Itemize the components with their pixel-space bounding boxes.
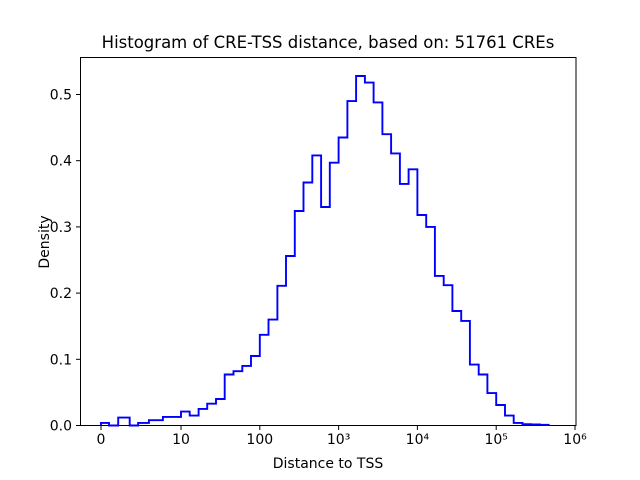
x-tick-label: 10⁶ [563, 432, 587, 448]
y-tick-label: 0.4 [50, 154, 72, 170]
y-tick-label: 0.3 [50, 220, 72, 236]
x-tick-label: 10⁴ [406, 432, 430, 448]
x-tick-label: 100 [246, 432, 273, 448]
x-tick-label: 0 [97, 432, 106, 448]
x-axis-label: Distance to TSS [272, 456, 384, 472]
histogram-line [100, 75, 550, 427]
y-tick-label: 0.5 [50, 88, 72, 104]
x-tick-label: 10⁵ [484, 432, 507, 448]
y-tick-label: 0.1 [50, 352, 72, 368]
y-tick-label: 0.2 [50, 286, 72, 302]
x-tick-label: 10 [172, 432, 190, 448]
y-axis-label: Density [37, 215, 53, 269]
chart-title: Histogram of CRE-TSS distance, based on:… [101, 33, 555, 52]
plot-frame [80, 57, 577, 426]
x-tick-label: 10³ [327, 432, 350, 448]
y-tick-label: 0.0 [50, 419, 72, 435]
